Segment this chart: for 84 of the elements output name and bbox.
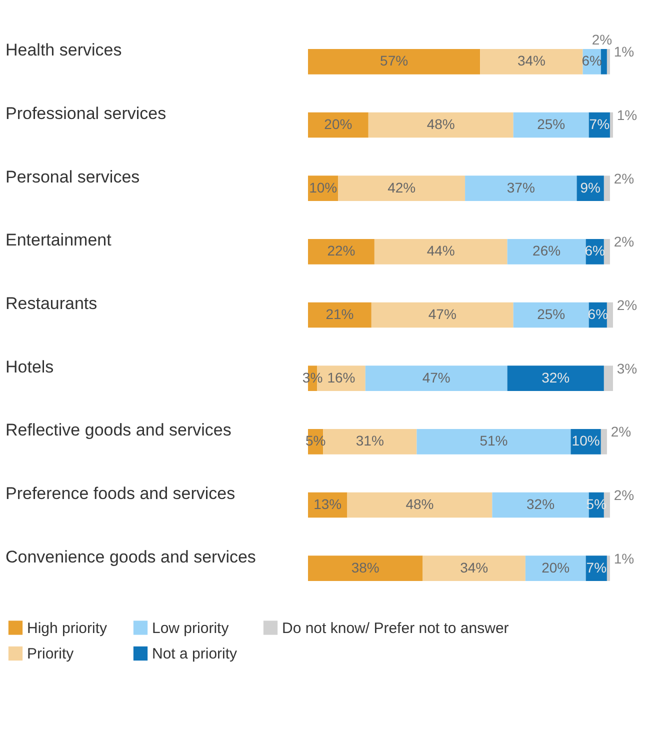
legend-label: Not a priority [152,646,238,662]
legend-label: High priority [27,620,108,637]
data-label: 2% [614,234,634,250]
bar [604,366,613,391]
bar [604,176,610,201]
data-label: 2% [610,424,632,440]
bar [347,492,492,518]
data-label: 16% [327,369,356,386]
data-label: 37% [506,179,535,196]
data-label: 38% [351,559,380,576]
data-label: 20% [542,559,570,576]
y-tick-label: Health services [6,40,122,60]
data-label: 47% [428,306,456,322]
data-label: 32% [542,369,570,386]
data-label: 48% [426,116,455,132]
data-label: 10% [572,432,600,449]
y-tick-label: Preference foods and services [6,484,236,503]
data-label: 47% [422,369,450,386]
data-label: 10% [309,179,338,196]
legend-label: Do not know/ Prefer not to answer [282,620,509,637]
bar [465,176,577,201]
bar [606,302,613,328]
data-label: 3% [616,360,638,376]
y-tick-label: Personal services [6,167,140,186]
bar [525,556,586,581]
data-label: 1% [614,44,634,60]
data-label: 20% [324,116,352,132]
y-tick-label: Hotels [6,357,54,376]
data-label: 2% [614,170,634,186]
bar [308,556,423,581]
data-label: 44% [426,242,455,259]
data-label: 1% [616,107,638,123]
bar [308,302,372,328]
bar [604,239,610,264]
y-tick-label: Reflective goods and services [6,420,232,440]
bar [374,239,508,264]
bar [507,366,604,391]
bar [513,302,589,328]
data-label: 57% [380,52,408,69]
data-label: 21% [326,306,354,322]
data-label: 2% [616,297,638,313]
data-label: 9% [580,179,600,196]
data-label: 2% [592,32,612,48]
bar [480,49,583,74]
data-label: 25% [537,116,566,132]
data-label: 25% [537,306,566,322]
bar [416,429,571,454]
data-label: 1% [614,550,634,566]
data-label: 34% [460,559,488,576]
data-label: 2% [614,487,634,503]
data-label: 31% [356,432,384,449]
data-label: 51% [480,432,508,449]
bar [513,112,589,138]
bar [365,366,508,391]
data-label: 7% [589,116,610,132]
bar [507,239,586,264]
data-label: 3% [302,369,323,386]
data-label: 32% [526,496,555,512]
data-label: 22% [327,242,356,259]
data-label: 42% [388,179,416,196]
bar [492,492,589,518]
bar [610,112,613,138]
bar [606,49,610,74]
bar [600,429,607,454]
bar [422,556,526,581]
y-tick-label: Professional services [6,104,166,123]
legend-label: Low priority [152,620,230,637]
data-label: 13% [314,496,342,512]
legend-label: Priority [27,646,74,662]
bar [308,112,368,138]
y-tick-label: Restaurants [6,294,98,313]
data-label: 34% [517,52,546,69]
bar [338,176,466,201]
data-label: 7% [586,559,607,576]
bar [368,112,514,138]
bar [606,556,610,581]
y-tick-label: Convenience goods and services [6,547,256,566]
bar [600,49,607,74]
y-tick-label: Entertainment [6,230,112,250]
bar [308,49,480,74]
bar [371,302,514,328]
data-label: 48% [406,496,434,512]
bar [308,239,374,264]
data-label: 26% [532,242,561,259]
